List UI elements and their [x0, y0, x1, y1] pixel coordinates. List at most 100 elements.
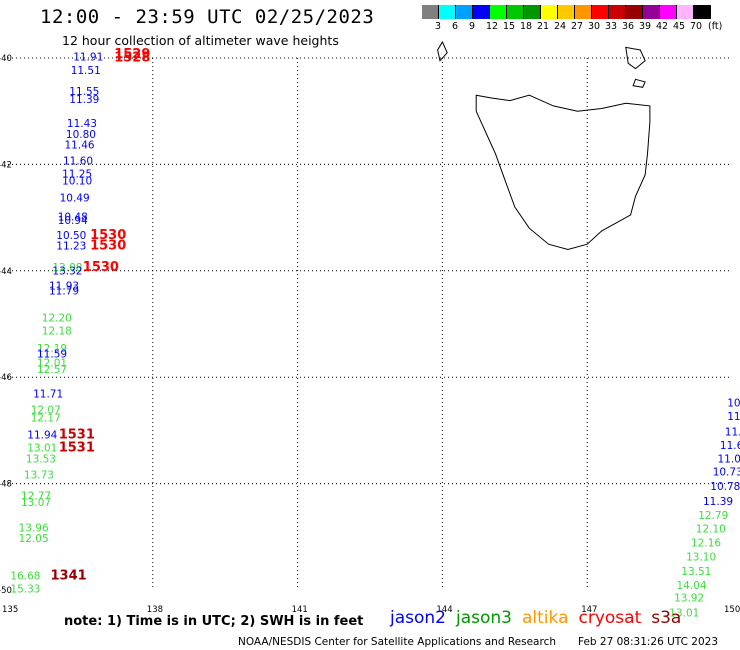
wave-height-labels: 11.9111.5111.5511.3911.4310.8011.4611.60… — [10, 47, 740, 620]
axis-labels: -40 -42 -44 -46 -48 -50 135 138 141 144 147 150 — [0, 54, 740, 615]
latitude-label: -50 — [0, 586, 12, 596]
legend-label: 18 — [520, 21, 533, 32]
longitude-label: 135 — [2, 605, 18, 615]
swh-label: 11.71 — [33, 388, 63, 400]
swh-label: 11 — [727, 411, 740, 423]
swh-label: 11.59 — [37, 349, 67, 361]
swh-label: 13.51 — [681, 566, 711, 578]
island-outline — [437, 40, 448, 62]
swh-label: 10.48 — [58, 211, 88, 223]
pass-time-label: 1531 — [59, 441, 95, 456]
swh-label: 11.25 — [62, 169, 92, 181]
credit-footer: NOAA/NESDIS Center for Satellite Applica… — [238, 636, 556, 648]
swh-label: 11.55 — [69, 86, 99, 98]
pass-time-label: 1530 — [90, 239, 126, 254]
swh-label: 11.23 — [56, 241, 86, 253]
swh-label: 11.6 — [720, 440, 740, 452]
legend-swatch — [490, 5, 507, 19]
legend-swatch — [507, 5, 524, 19]
pass-time-label: 1530 — [83, 260, 119, 275]
swh-label: 13.73 — [24, 469, 54, 481]
swh-label: 12.10 — [696, 524, 726, 536]
swh-label: 16.68 — [10, 570, 40, 582]
latitude-label: -42 — [0, 160, 12, 170]
swh-label: 13.01 — [669, 608, 699, 620]
swh-label: 11.46 — [65, 139, 95, 151]
swh-label: 11.93 — [49, 280, 79, 292]
pass-time-label: 1341 — [51, 568, 87, 583]
satellite-legend-cryosat: cryosat — [578, 608, 642, 628]
island-outline — [625, 46, 646, 70]
legend-swatch — [558, 5, 575, 19]
swh-label: 15.33 — [10, 584, 40, 596]
longitude-label: 150 — [724, 605, 740, 615]
swh-label: 12.57 — [37, 364, 67, 376]
map-subtitle: 12 hour collection of altimeter wave hei… — [62, 33, 339, 48]
swh-label: 12.05 — [19, 533, 49, 545]
legend-label: 39 — [639, 21, 652, 32]
latitude-label: -40 — [0, 54, 12, 64]
legend-label: 6 — [452, 21, 459, 32]
swh-label: 10.50 — [56, 230, 86, 242]
satellite-legend-jason3: jason3 — [456, 608, 512, 628]
swh-label: 11.39 — [69, 94, 99, 106]
legend-label: 30 — [588, 21, 601, 32]
timestamp-footer: Feb 27 08:31:26 UTC 2023 — [578, 636, 718, 648]
latitude-label: -44 — [0, 267, 12, 277]
swh-label: 11.94 — [27, 429, 57, 441]
swh-label: 11.07 — [718, 453, 740, 465]
legend-label: 15 — [503, 21, 516, 32]
legend-swatch — [626, 5, 643, 19]
swh-label: 10 — [727, 398, 740, 410]
swh-label: 12.16 — [691, 537, 721, 549]
legend-label: 33 — [605, 21, 618, 32]
latitude-label: -46 — [0, 373, 12, 383]
legend-swatch — [524, 5, 541, 19]
swh-label: 12.01 — [37, 358, 67, 370]
legend-swatch — [541, 5, 558, 19]
legend-label: 21 — [537, 21, 550, 32]
tasmania-coastline — [437, 40, 651, 251]
longitude-label: 144 — [436, 605, 452, 615]
longitude-label: 147 — [581, 605, 597, 615]
satellite-legend-altika: altika — [522, 608, 569, 628]
swh-label: 10.78 — [710, 481, 740, 493]
legend-swatch — [660, 5, 677, 19]
legend-swatch — [439, 5, 456, 19]
legend-unit: (ft) — [708, 21, 723, 32]
swh-label: 13.10 — [686, 552, 716, 564]
satellite-legend: jason2 jason3 altika cryosat s3a — [390, 608, 691, 628]
legend-swatch — [575, 5, 592, 19]
legend-label: 9 — [469, 21, 476, 32]
swh-label: 13.96 — [19, 523, 49, 535]
swh-label: 11.0 — [725, 427, 740, 439]
legend-label: 42 — [656, 21, 669, 32]
legend-label: 36 — [622, 21, 635, 32]
swh-label: 10.10 — [62, 176, 92, 188]
legend-swatch — [677, 5, 694, 19]
legend-swatch — [456, 5, 473, 19]
legend-label: 24 — [554, 21, 567, 32]
swh-label: 10.80 — [66, 129, 96, 141]
swh-label: 12.20 — [42, 312, 72, 324]
swh-label: 13.53 — [26, 453, 56, 465]
legend-swatch — [422, 5, 439, 19]
map-title: 12:00 - 23:59 UTC 02/25/2023 — [40, 6, 375, 28]
legend-swatch — [592, 5, 609, 19]
swh-label: 11.43 — [67, 118, 97, 130]
swh-label: 13.01 — [27, 443, 57, 455]
swh-label: 12.77 — [21, 491, 51, 503]
swh-label: 12.08 — [52, 262, 82, 274]
swh-label: 11.39 — [703, 496, 733, 508]
latitude-label: -48 — [0, 480, 12, 490]
legend-swatches — [422, 5, 740, 19]
swh-label: 11.51 — [71, 65, 101, 77]
swh-label: 12.17 — [31, 412, 61, 424]
longitude-label: 138 — [147, 605, 163, 615]
satellite-legend-s3a: s3a — [651, 608, 682, 628]
legend-swatch — [694, 5, 711, 19]
lat-lon-grid — [8, 57, 732, 590]
legend-label: 27 — [571, 21, 584, 32]
legend-label: 3 — [435, 21, 442, 32]
